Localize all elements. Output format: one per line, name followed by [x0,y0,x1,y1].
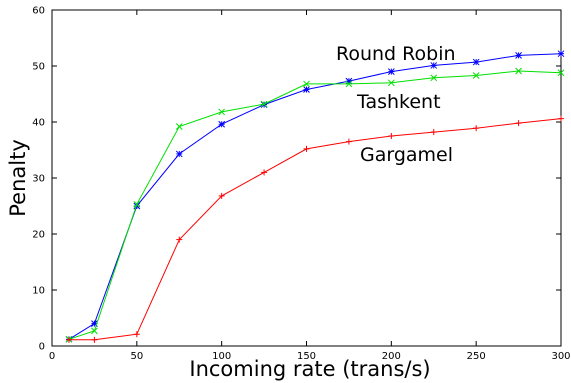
data-point-tashkent [430,74,438,82]
y-tick-label: 30 [32,174,45,185]
data-point-gargamel [473,125,480,132]
data-point-gargamel [176,236,183,243]
x-axis-title: Incoming rate (trans/s) [189,357,430,381]
data-point-round-robin [557,50,565,58]
y-tick-label: 60 [32,6,45,17]
series-line-tashkent [68,70,562,340]
axes: 0 50 100 150 200 250 300 0 10 20 30 40 50 60 [32,6,570,363]
y-tick-label: 20 [32,230,45,241]
data-point-round-robin [218,120,226,128]
data-point-round-robin [345,77,353,85]
data-point-round-robin [387,68,395,75]
data-point-gargamel [345,138,352,145]
data-point-tashkent [557,69,565,77]
series-lines [65,50,565,343]
data-point-round-robin [175,150,183,158]
series-label-round-robin: Round Robin [336,43,456,65]
x-tick-label: 300 [551,351,570,362]
x-tick-label: 0 [49,351,55,362]
data-point-gargamel [261,169,268,176]
y-tick-label: 40 [32,118,45,129]
data-point-gargamel [430,129,437,136]
labels: Incoming rate (trans/s) Penalty Round Ro… [6,43,456,381]
x-tick-label: 100 [212,351,231,362]
data-point-gargamel [515,120,522,127]
series-line-gargamel [69,118,562,341]
data-point-tashkent [387,79,395,87]
x-tick-label: 200 [382,351,401,362]
data-point-gargamel [558,115,564,122]
series-label-tashkent: Tashkent [356,91,441,113]
data-point-gargamel [388,133,395,139]
data-point-gargamel [65,336,72,343]
y-tick-label: 10 [32,286,45,297]
data-point-gargamel [218,192,225,199]
data-point-tashkent [175,123,183,130]
data-point-tashkent [91,327,98,335]
series-line-round-robin [68,53,562,340]
data-point-round-robin [430,62,438,69]
data-point-gargamel [133,331,140,338]
y-axis-title: Penalty [6,139,30,217]
data-point-tashkent [345,80,353,88]
y-tick-label: 50 [32,62,45,73]
data-point-gargamel [91,336,98,343]
x-tick-label: 150 [297,351,316,362]
data-point-gargamel [303,145,310,152]
x-tick-label: 50 [130,351,143,362]
data-point-tashkent [133,200,141,208]
y-tick-label: 0 [39,342,45,353]
data-point-tashkent [515,67,522,75]
series-label-gargamel: Gargamel [360,144,453,166]
data-point-round-robin [472,58,480,66]
data-point-round-robin [303,86,310,93]
data-point-tashkent [218,108,226,116]
data-point-tashkent [260,100,268,108]
x-tick-label: 250 [467,351,486,362]
data-point-round-robin [515,52,522,59]
data-point-tashkent [472,72,480,79]
data-point-tashkent [303,80,310,88]
